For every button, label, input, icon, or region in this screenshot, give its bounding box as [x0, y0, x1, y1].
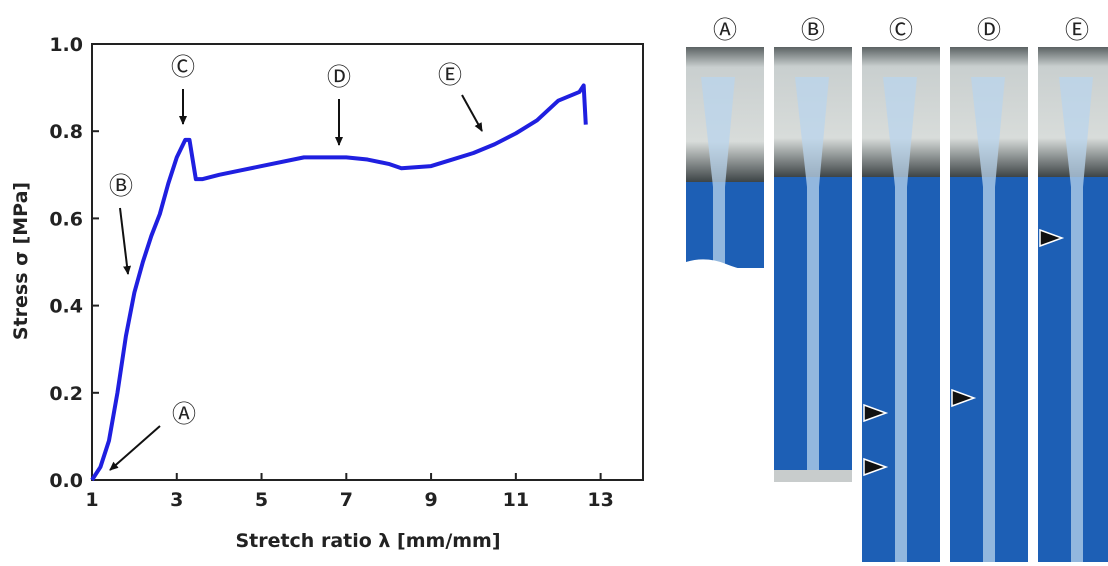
tear-edge — [686, 259, 764, 278]
pointer-marker — [863, 403, 889, 423]
x-tick-label: 11 — [503, 489, 529, 511]
bottom-clamp — [774, 470, 852, 482]
y-tick-label: 0.4 — [49, 296, 83, 318]
x-tick-label: 13 — [587, 489, 613, 511]
annotation-label: Ⓐ — [172, 400, 196, 428]
specimen — [883, 77, 917, 562]
x-tick-label: 5 — [255, 489, 268, 511]
pointer-marker — [951, 388, 977, 408]
y-tick-label: 0.6 — [49, 208, 83, 230]
panel-label: Ⓓ — [977, 16, 1001, 44]
panel-label: Ⓐ — [713, 16, 737, 44]
annotation-label: Ⓑ — [109, 172, 133, 200]
specimen — [795, 77, 829, 482]
x-tick-label: 7 — [340, 489, 353, 511]
x-tick-label: 1 — [85, 489, 98, 511]
panel-label: Ⓒ — [889, 16, 913, 44]
annotation-arrow — [461, 94, 483, 132]
annotation-arrow — [119, 207, 132, 275]
annotation-label: Ⓒ — [171, 53, 195, 81]
x-tick-label: 3 — [170, 489, 183, 511]
annotation-arrow — [109, 425, 161, 471]
x-tick-label: 9 — [424, 489, 437, 511]
specimen — [1059, 77, 1093, 562]
y-axis-label: Stress σ [MPa] — [10, 182, 32, 340]
plot-frame — [91, 43, 644, 481]
data-line — [90, 83, 588, 482]
panel-label: Ⓑ — [801, 16, 825, 44]
y-tick-label: 0.0 — [49, 470, 83, 492]
y-tick-label: 0.8 — [49, 121, 83, 143]
panel-label: Ⓔ — [1065, 16, 1089, 44]
pointer-marker — [1039, 228, 1065, 248]
y-tick-label: 0.2 — [49, 383, 83, 405]
annotation-label: Ⓔ — [438, 61, 462, 89]
annotation-label: Ⓓ — [327, 63, 351, 91]
y-tick-label: 1.0 — [49, 34, 83, 56]
specimen — [701, 77, 735, 268]
x-axis-label: Stretch ratio λ [mm/mm] — [235, 530, 500, 552]
specimen — [971, 77, 1005, 562]
pointer-marker — [863, 457, 889, 477]
photo-panels: Ⓐ Ⓑ Ⓒ Ⓓ Ⓔ — [686, 16, 1108, 562]
